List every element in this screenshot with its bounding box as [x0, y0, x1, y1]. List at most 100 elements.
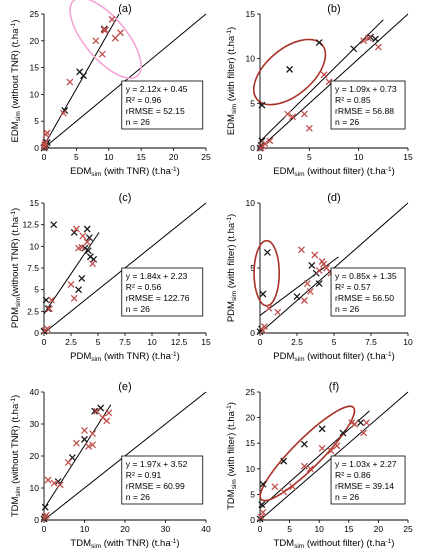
data-point-black	[339, 429, 347, 437]
data-point-red	[280, 488, 288, 496]
regression-line	[43, 404, 112, 510]
x-tick-label: 5	[74, 152, 79, 162]
x-axis-label: EDMsim (without filter) (t.ha-1)	[273, 166, 395, 178]
panel-label: (a)	[118, 3, 131, 15]
x-tick-label: 10	[80, 524, 90, 534]
x-tick-label: 15	[136, 152, 146, 162]
y-tick-label: 5	[250, 489, 255, 499]
y-tick-label: 0	[250, 143, 255, 153]
x-axis-label: EDMsim (with TNR) (t.ha-1)	[70, 166, 180, 178]
x-tick-label: 0	[258, 152, 263, 162]
data-point-red	[72, 225, 80, 233]
data-point-red	[363, 419, 371, 427]
regression-line	[259, 410, 370, 509]
data-point-red	[93, 407, 101, 415]
data-point-red	[43, 325, 51, 333]
data-point-black	[357, 419, 365, 427]
data-point-red	[64, 458, 72, 466]
stats-line: n = 26	[126, 492, 150, 502]
y-tick-label: 7.5	[27, 263, 39, 273]
y-tick-label: 5	[34, 285, 39, 295]
regression-line	[43, 13, 120, 146]
panel-label: (f)	[329, 381, 339, 393]
x-tick-label: 10	[314, 524, 324, 534]
stats-box	[121, 80, 204, 130]
y-axis-label: EDMsim (with filter) (t.ha-1)	[226, 27, 238, 135]
x-tick-label: 0	[258, 524, 263, 534]
y-axis-label: TDMsim (with filter) (t.ha-1)	[226, 402, 238, 510]
data-point-red	[284, 110, 292, 118]
x-tick-label: 30	[161, 524, 171, 534]
stats-line: y = 0.85x + 1.35	[335, 271, 397, 281]
data-point-red	[315, 267, 323, 275]
data-point-red	[274, 308, 282, 316]
data-point-red	[67, 281, 75, 288]
stats-line: n = 26	[335, 117, 359, 127]
data-point-black	[318, 425, 326, 433]
data-point-black	[315, 280, 323, 288]
y-tick-label: 0	[250, 515, 255, 525]
stats-line: y = 1.84x + 2.23	[126, 271, 188, 281]
data-point-red	[103, 417, 111, 425]
data-point-red	[289, 483, 297, 491]
data-point-black	[293, 293, 301, 301]
data-point-red	[79, 232, 87, 240]
data-point-black	[371, 35, 379, 43]
stats-line: rRMSE = 56.50	[335, 293, 394, 303]
data-point-red	[259, 508, 267, 516]
y-tick-label: 10	[246, 464, 256, 474]
y-axis-label: EDMsim (without TNR) (t.ha-1)	[10, 20, 22, 143]
data-point-red	[43, 129, 51, 137]
stats-line: rRMSE = 39.14	[335, 481, 394, 491]
x-tick-label: 12.5	[171, 337, 188, 347]
data-point-black	[50, 221, 58, 229]
panel-label: (e)	[118, 381, 131, 393]
y-tick-label: 5	[250, 263, 255, 273]
data-point-red	[271, 483, 279, 491]
x-tick-label: 10	[104, 152, 114, 162]
y-tick-label: 20	[246, 413, 256, 423]
stats-box	[330, 267, 406, 317]
data-point-red	[289, 113, 297, 121]
y-tick-label: 0	[34, 143, 39, 153]
data-point-black	[258, 501, 266, 509]
data-point-red	[300, 110, 308, 118]
x-axis-label: PDMsim (with TNR) (t.ha-1)	[70, 351, 180, 363]
data-point-red	[42, 511, 50, 519]
y-tick-label: 15	[30, 63, 40, 73]
data-point-red	[92, 37, 100, 45]
y-tick-label: 10	[30, 483, 40, 493]
data-point-red	[98, 50, 106, 58]
data-point-red	[105, 409, 113, 417]
stats-line: y = 2.12x + 0.45	[126, 84, 188, 94]
data-point-black	[84, 247, 92, 255]
x-tick-label: 15	[403, 152, 413, 162]
stats-line: y = 1.09x + 0.73	[335, 84, 397, 94]
y-tick-label: 0	[34, 515, 39, 525]
stats-box	[330, 455, 406, 505]
stats-line: R² = 0.91	[126, 470, 162, 480]
stats-box	[330, 80, 406, 130]
data-point-red	[257, 513, 265, 521]
data-point-black	[308, 261, 316, 269]
data-point-black	[263, 248, 271, 256]
y-tick-label: 12.5	[22, 220, 39, 230]
data-point-red	[59, 109, 67, 117]
data-point-black	[367, 33, 374, 41]
data-point-red	[111, 34, 119, 42]
data-point-red	[333, 442, 341, 450]
stats-line: R² = 0.56	[126, 282, 162, 292]
data-point-red	[102, 26, 110, 34]
x-tick-label: 20	[374, 524, 384, 534]
x-axis-label: TDMsim (with TNR) (t.ha-1)	[70, 538, 179, 550]
panel-6: (f) 0 5 10 15 20 25 0 5 10 15 20 25 y = 1.03x + 2.27R…	[226, 381, 413, 550]
x-tick-label: 5	[332, 337, 337, 347]
data-point-red	[108, 15, 116, 23]
y-tick-label: 5	[34, 116, 39, 126]
data-point-red	[89, 260, 97, 268]
data-point-red	[66, 78, 74, 86]
stats-line: R² = 0.86	[335, 470, 371, 480]
panel-label: (d)	[327, 192, 340, 204]
y-axis-label: PDMsim(without TNR) (t.ha-1)	[10, 208, 22, 328]
